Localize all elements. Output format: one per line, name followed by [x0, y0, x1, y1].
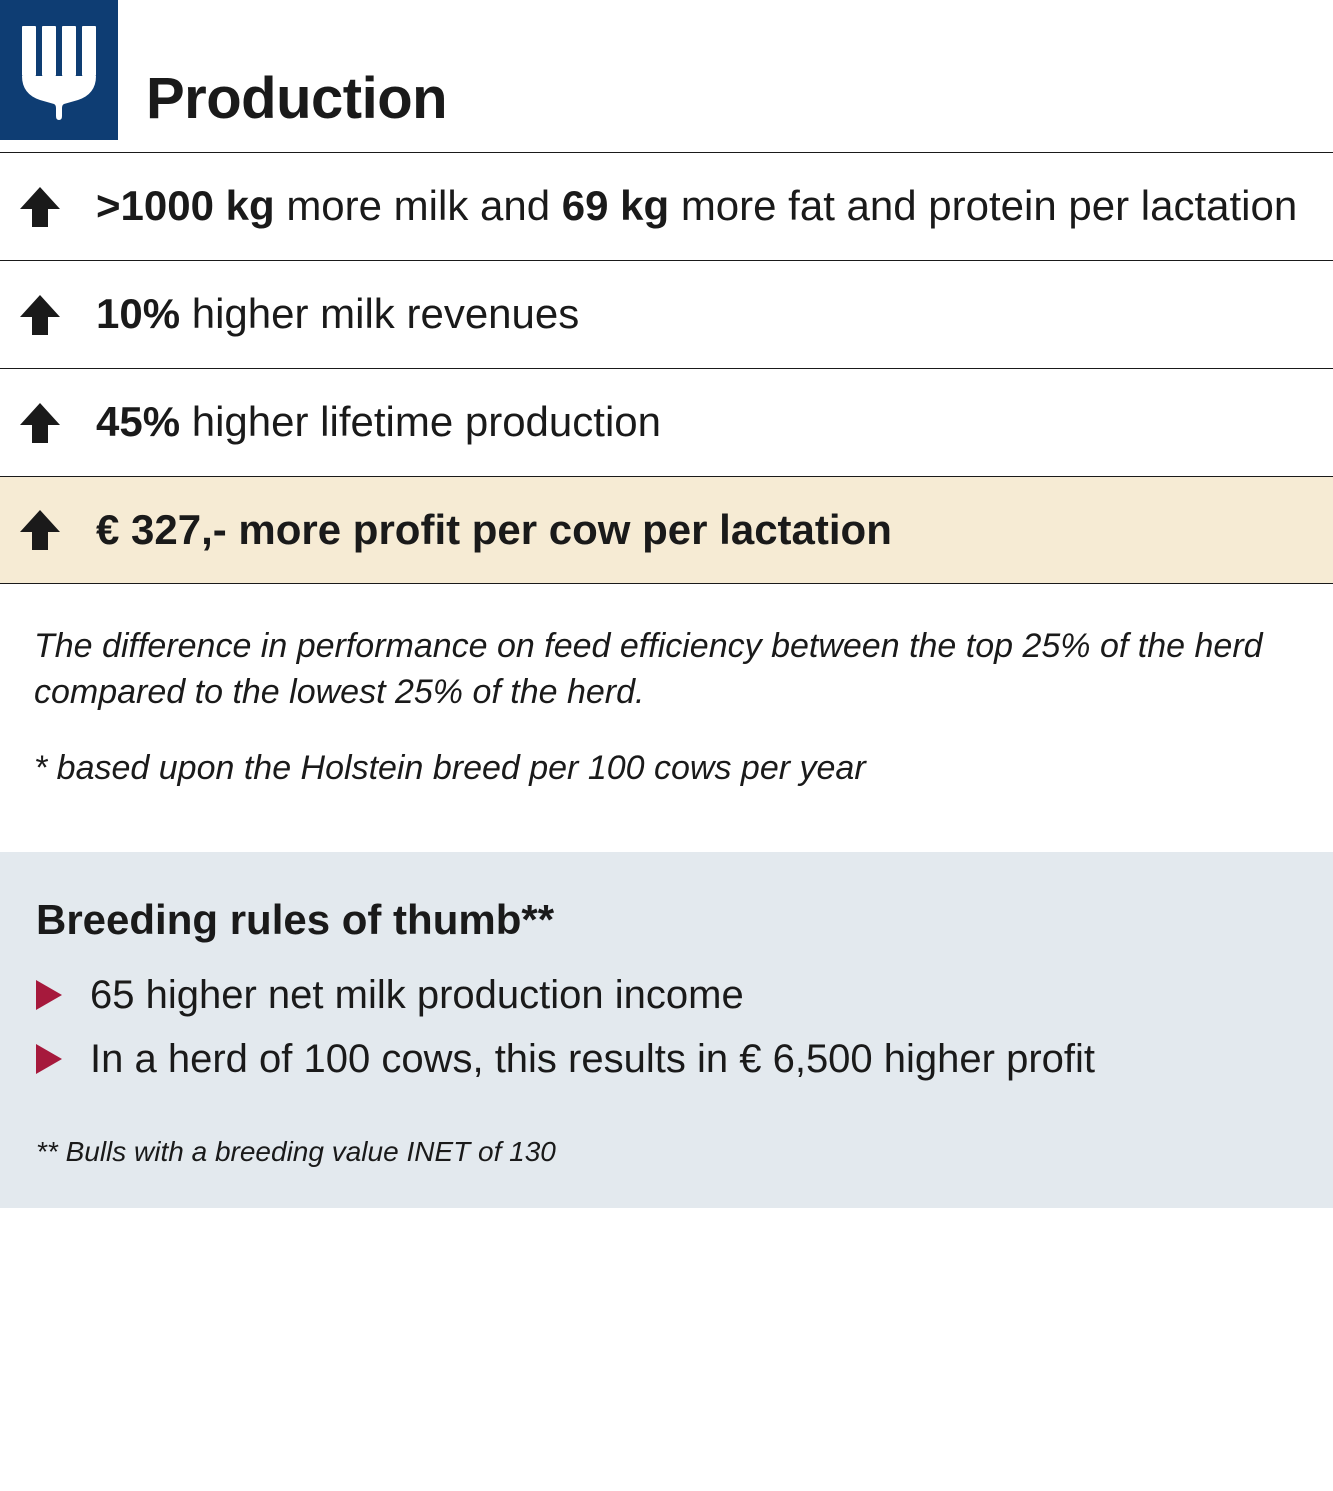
- text-segment: higher milk revenues: [180, 290, 579, 337]
- arrow-up-icon: [18, 401, 62, 445]
- rule-item-text: 65 higher net milk production income: [90, 966, 744, 1024]
- triangle-bullet-icon: [36, 1044, 62, 1074]
- rule-item-text: In a herd of 100 cows, this results in €…: [90, 1030, 1095, 1088]
- rules-title: Breeding rules of thumb**: [36, 896, 1297, 944]
- stat-row-text: 10% higher milk revenues: [96, 288, 579, 341]
- text-segment: >1000 kg: [96, 182, 275, 229]
- notes-line-2: * based upon the Holstein breed per 100 …: [34, 746, 1299, 792]
- arrow-up-icon: [18, 185, 62, 229]
- text-segment: 45%: [96, 398, 180, 445]
- stat-row-text: >1000 kg more milk and 69 kg more fat an…: [96, 180, 1297, 233]
- udder-icon: [16, 20, 102, 120]
- text-segment: higher lifetime production: [180, 398, 661, 445]
- text-segment: 10%: [96, 290, 180, 337]
- stat-row-text: 45% higher lifetime production: [96, 396, 661, 449]
- stat-row: >1000 kg more milk and 69 kg more fat an…: [0, 152, 1333, 260]
- page-title: Production: [146, 65, 447, 140]
- arrow-up-icon: [18, 293, 62, 337]
- logo-box: [0, 0, 118, 140]
- arrow-up-icon: [18, 508, 62, 552]
- stats-rows: >1000 kg more milk and 69 kg more fat an…: [0, 152, 1333, 584]
- notes-section: The difference in performance on feed ef…: [0, 584, 1333, 852]
- text-segment: more milk and: [275, 182, 562, 229]
- triangle-bullet-icon: [36, 980, 62, 1010]
- rule-item: 65 higher net milk production income: [36, 966, 1297, 1024]
- rules-footnote: ** Bulls with a breeding value INET of 1…: [36, 1136, 1297, 1168]
- stat-row: 45% higher lifetime production: [0, 368, 1333, 476]
- rules-box: Breeding rules of thumb** 65 higher net …: [0, 852, 1333, 1208]
- rule-item: In a herd of 100 cows, this results in €…: [36, 1030, 1297, 1088]
- stat-row: € 327,- more profit per cow per lactatio…: [0, 476, 1333, 584]
- text-segment: more fat and protein per lactation: [669, 182, 1297, 229]
- header: Production: [0, 0, 1333, 152]
- stat-row: 10% higher milk revenues: [0, 260, 1333, 368]
- notes-line-1: The difference in performance on feed ef…: [34, 624, 1299, 716]
- rules-items: 65 higher net milk production income In a…: [36, 966, 1297, 1088]
- stat-row-text: € 327,- more profit per cow per lactatio…: [96, 504, 892, 557]
- text-segment: € 327,- more profit per cow per lactatio…: [96, 506, 892, 553]
- text-segment: 69 kg: [562, 182, 669, 229]
